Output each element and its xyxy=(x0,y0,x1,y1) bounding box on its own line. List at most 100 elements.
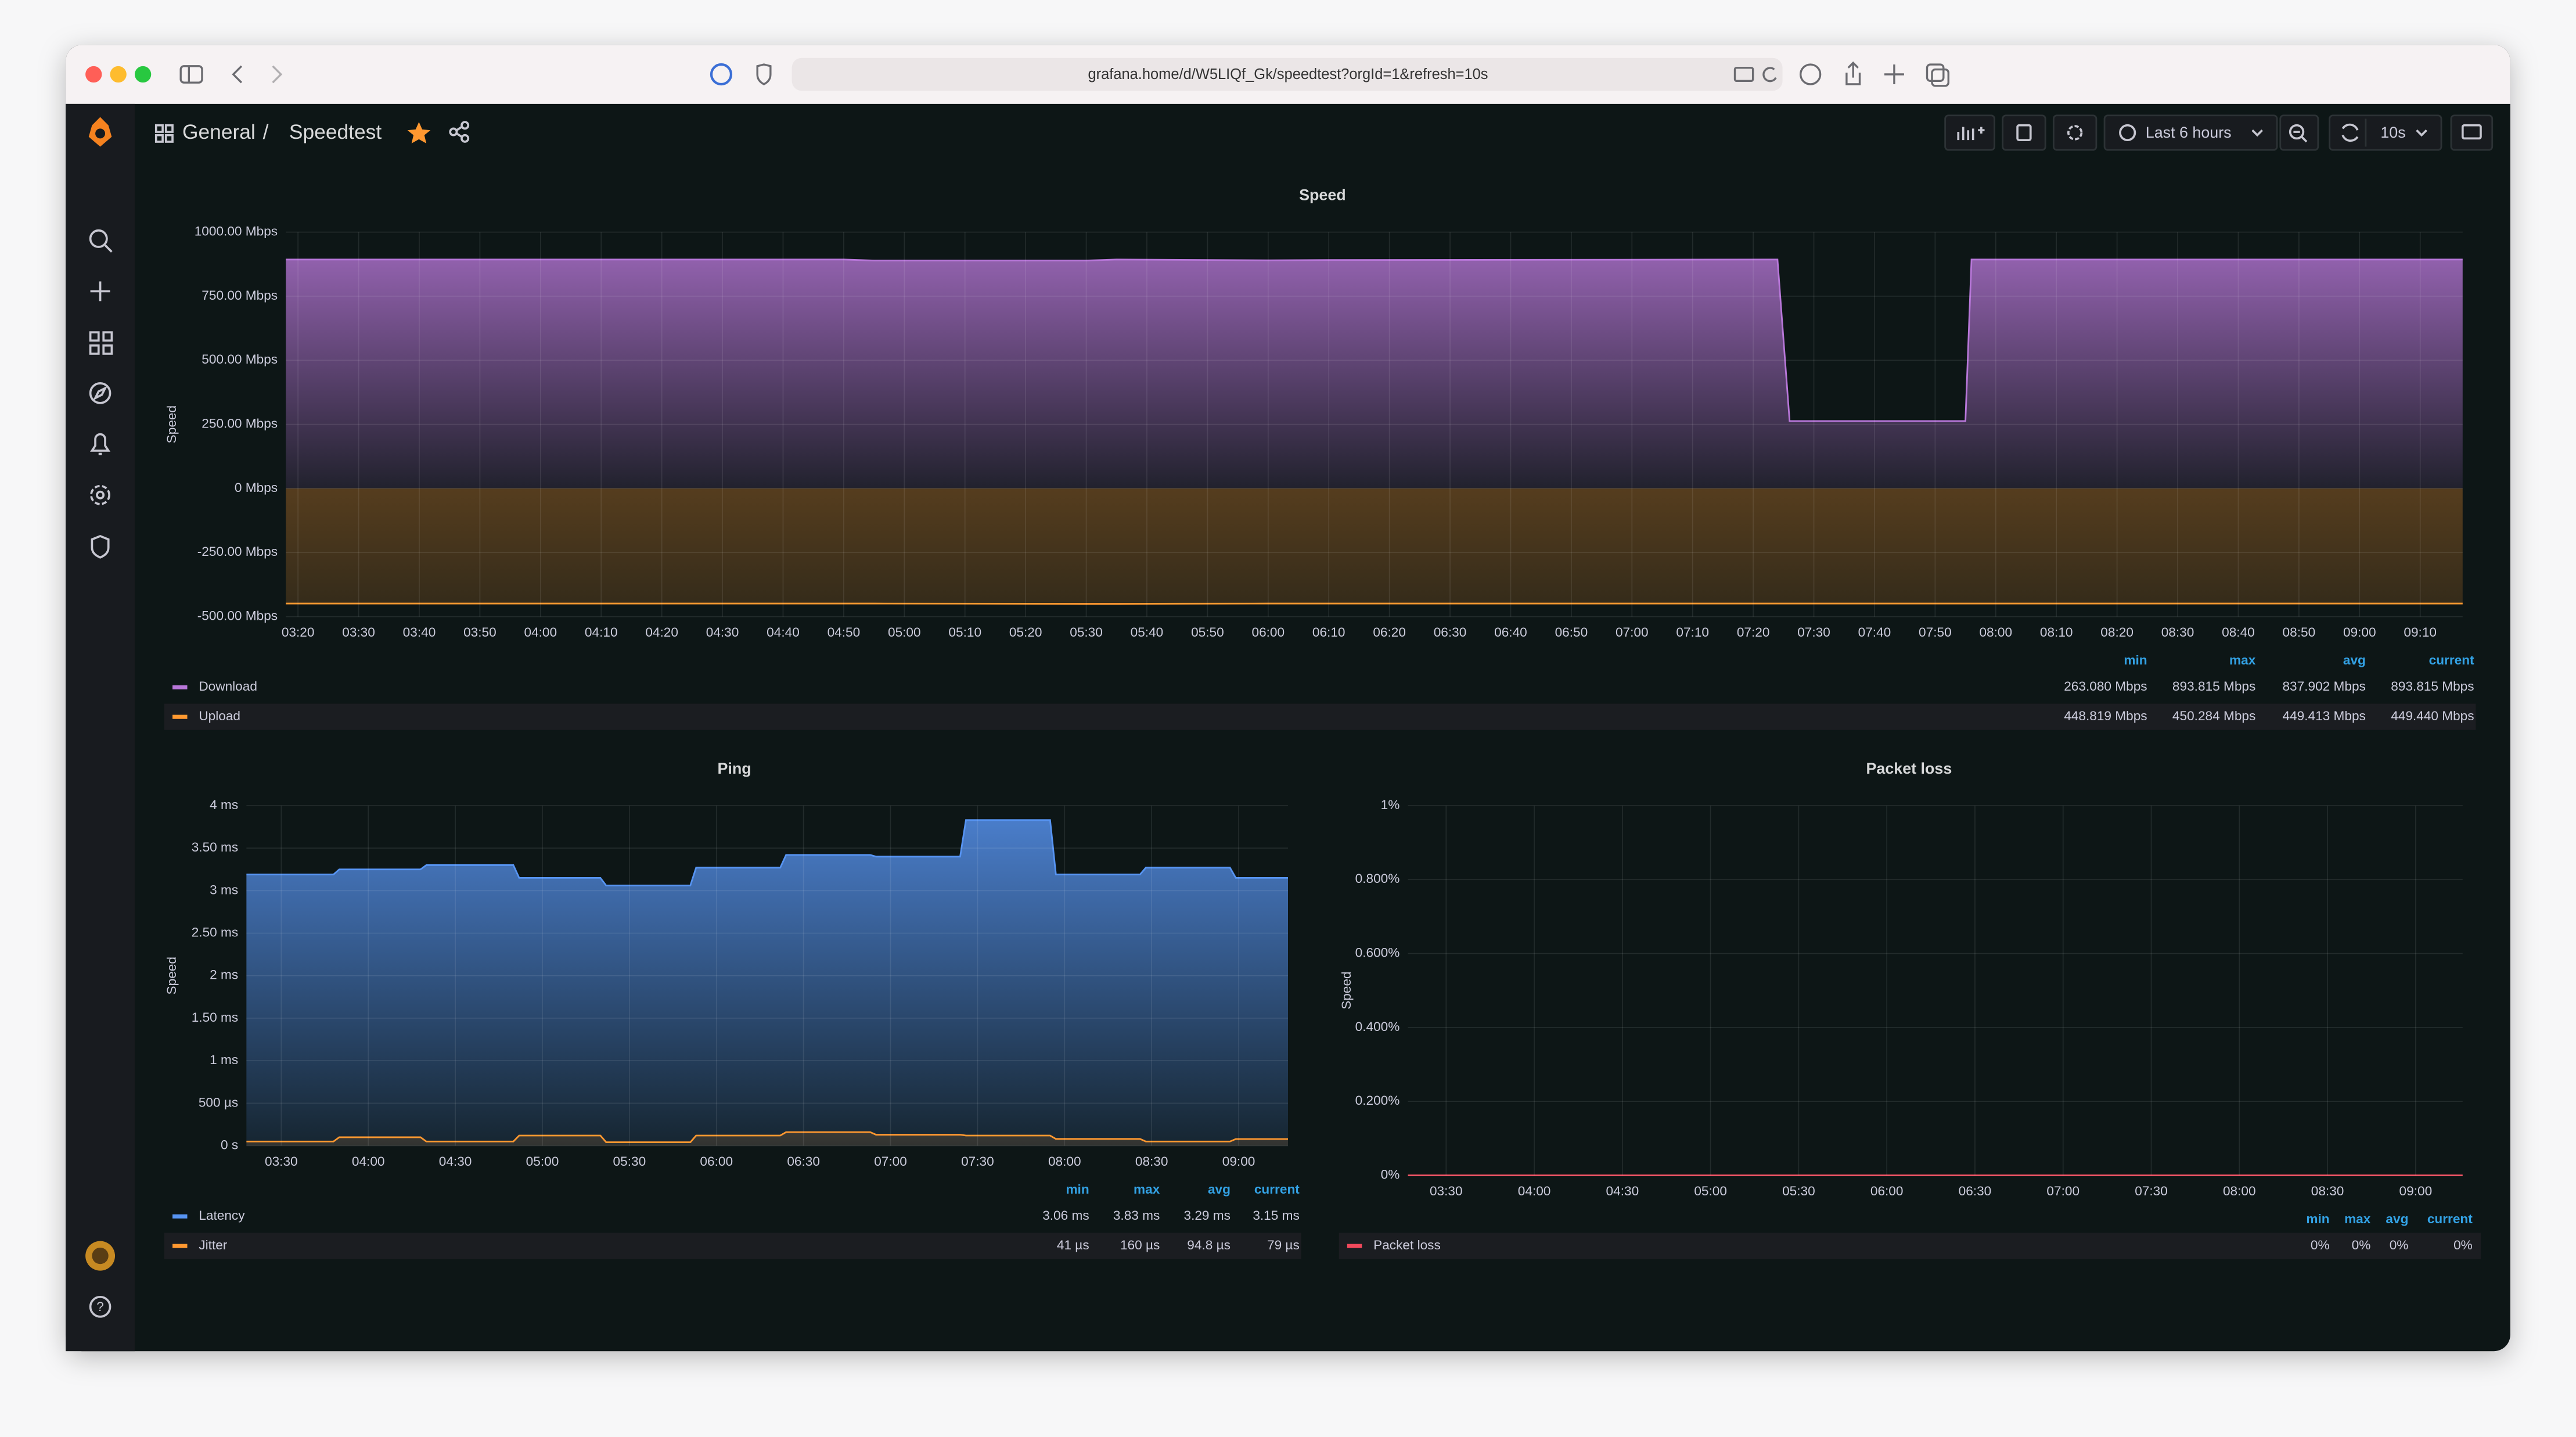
breadcrumb-separator: / xyxy=(263,121,269,143)
legend-stat: 263.080 Mbps xyxy=(2064,679,2147,694)
forward-button[interactable] xyxy=(272,65,283,84)
legend-stat: 41 µs xyxy=(1057,1238,1089,1252)
user-avatar-face xyxy=(92,1247,109,1264)
dashboard-title[interactable]: Speedtest xyxy=(289,121,382,143)
legend-column-header: current xyxy=(2427,1212,2473,1226)
legend-stat: 79 µs xyxy=(1267,1238,1300,1252)
minimize-button[interactable] xyxy=(110,66,127,83)
grafana-logo-center xyxy=(95,128,106,139)
reload-button[interactable] xyxy=(1762,67,1777,82)
x-tick-label: 07:00 xyxy=(1616,625,1649,640)
address-bar[interactable] xyxy=(791,58,1783,91)
x-tick-label: 04:30 xyxy=(1606,1184,1639,1198)
tv-mode-button[interactable] xyxy=(2450,114,2494,151)
refresh-icon xyxy=(2341,123,2359,142)
x-tick-label: 03:30 xyxy=(342,625,375,640)
legend-stat: 0% xyxy=(2390,1238,2409,1252)
legend-column-header: avg xyxy=(2343,653,2366,667)
x-tick-label: 04:00 xyxy=(524,625,557,640)
zoom-button[interactable] xyxy=(134,66,152,83)
x-tick-label: 07:10 xyxy=(1676,625,1709,640)
save-button[interactable] xyxy=(2002,114,2046,151)
area-fill xyxy=(286,488,2463,604)
y-tick-label: 1% xyxy=(1381,797,1400,812)
panel: Ping Speed 0 s 500 µs 1 ms 1.50 ms 2 ms 2.50 ms… xyxy=(164,760,1301,1259)
x-tick-label: 03:40 xyxy=(403,625,436,640)
share-button[interactable] xyxy=(1845,61,1861,85)
add-panel-button[interactable] xyxy=(1944,114,1995,151)
explore-icon[interactable] xyxy=(89,382,111,404)
x-tick-label: 07:40 xyxy=(1858,625,1891,640)
legend-column-header: avg xyxy=(1208,1182,1231,1197)
x-tick-label: 04:30 xyxy=(439,1154,472,1169)
search-icon[interactable] xyxy=(89,229,113,253)
x-tick-label: 07:30 xyxy=(2135,1184,2168,1198)
dashboards-icon[interactable] xyxy=(89,331,113,355)
configuration-icon[interactable] xyxy=(90,484,110,505)
legend-column-header: min xyxy=(2124,653,2147,667)
legend-stat: 893.815 Mbps xyxy=(2391,679,2474,694)
privacy-icon[interactable] xyxy=(756,63,772,85)
panel-title: Packet loss xyxy=(1866,760,1952,777)
x-tick-label: 04:10 xyxy=(585,625,618,640)
x-tick-label: 05:10 xyxy=(948,625,981,640)
panel-title: Speed xyxy=(1299,186,1346,203)
x-tick-label: 05:30 xyxy=(1070,625,1103,640)
legend-column-header: current xyxy=(2429,653,2474,667)
x-tick-label: 06:20 xyxy=(1373,625,1406,640)
sidebar-toggle[interactable] xyxy=(179,65,203,84)
x-tick-label: 08:00 xyxy=(2223,1184,2256,1198)
help-icon[interactable]: ? xyxy=(89,1295,111,1318)
x-tick-label: 04:30 xyxy=(706,625,739,640)
y-tick-label: 0.800% xyxy=(1355,871,1400,886)
tabs-button[interactable] xyxy=(1926,63,1949,87)
legend-column-header: max xyxy=(2344,1212,2371,1226)
y-tick-label: 1000.00 Mbps xyxy=(195,224,278,239)
star-button[interactable] xyxy=(407,122,431,143)
x-tick-label: 08:10 xyxy=(2040,625,2073,640)
server-admin-icon[interactable] xyxy=(91,534,110,559)
folder-link[interactable]: General xyxy=(182,121,256,143)
y-tick-label: 3.50 ms xyxy=(192,840,238,854)
panel-title: Ping xyxy=(717,760,751,777)
x-tick-label: 06:30 xyxy=(1434,625,1467,640)
legend-row-highlight xyxy=(1339,1233,2481,1259)
series-line xyxy=(246,1131,1288,1143)
y-tick-label: 0% xyxy=(1381,1167,1400,1181)
legend-row-highlight xyxy=(164,1233,1301,1259)
y-axis-label: Speed xyxy=(164,957,179,994)
y-tick-label: 250.00 Mbps xyxy=(202,416,278,431)
password-icon[interactable] xyxy=(710,63,733,86)
area-fill xyxy=(246,820,1288,1146)
new-tab-button[interactable] xyxy=(1884,64,1904,84)
share-dashboard-button[interactable] xyxy=(449,121,470,143)
y-tick-label: 0 Mbps xyxy=(235,480,278,495)
close-button[interactable] xyxy=(85,66,102,83)
x-tick-label: 05:00 xyxy=(888,625,921,640)
x-tick-label: 05:30 xyxy=(1782,1184,1815,1198)
x-tick-label: 05:20 xyxy=(1009,625,1042,640)
refresh-picker[interactable] xyxy=(2329,114,2442,151)
downloads-button[interactable] xyxy=(1799,63,1822,85)
series-line xyxy=(286,258,2463,422)
tv-mode-icon xyxy=(2461,124,2482,140)
legend-stat: 3.29 ms xyxy=(1183,1208,1230,1223)
translate-icon[interactable] xyxy=(1733,66,1754,82)
settings-button[interactable] xyxy=(2052,114,2098,151)
x-tick-label: 04:00 xyxy=(1518,1184,1551,1198)
x-tick-label: 08:30 xyxy=(1135,1154,1168,1169)
x-tick-label: 04:20 xyxy=(645,625,678,640)
alerting-icon[interactable] xyxy=(89,433,111,455)
x-tick-label: 08:50 xyxy=(2283,625,2316,640)
x-tick-label: 06:00 xyxy=(700,1154,733,1169)
create-icon[interactable] xyxy=(90,281,110,301)
legend-row-highlight xyxy=(164,703,2476,730)
x-tick-label: 05:50 xyxy=(1191,625,1224,640)
x-tick-label: 03:20 xyxy=(282,625,315,640)
legend-column-header: current xyxy=(1254,1182,1300,1197)
legend-stat: 449.413 Mbps xyxy=(2282,709,2365,723)
y-tick-label: 500.00 Mbps xyxy=(202,352,278,367)
back-button[interactable] xyxy=(232,65,243,84)
time-picker[interactable] xyxy=(2103,114,2278,151)
